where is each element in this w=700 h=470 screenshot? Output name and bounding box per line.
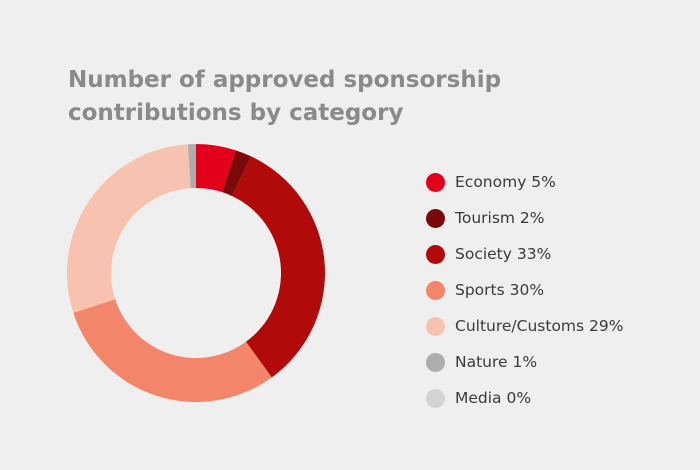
legend-item-nature: Nature 1% [426, 344, 623, 380]
legend-label-economy: Economy 5% [455, 173, 556, 191]
legend-swatch-economy [426, 172, 445, 192]
legend-swatch-sports [426, 280, 445, 300]
legend-label-media: Media 0% [455, 389, 532, 407]
legend-label-tourism: Tourism 2% [455, 209, 545, 227]
legend-item-society: Society 33% [426, 236, 623, 272]
legend-item-sports: Sports 30% [426, 272, 623, 308]
legend-label-sports: Sports 30% [455, 281, 545, 299]
legend-label-society: Society 33% [455, 245, 552, 263]
slice-culture-customs [67, 144, 191, 313]
legend-swatch-media [426, 388, 445, 408]
legend-swatch-nature [426, 352, 445, 372]
slice-sports [73, 299, 272, 402]
slice-society [232, 156, 325, 378]
legend-swatch-tourism [426, 208, 445, 228]
slice-economy [196, 144, 236, 193]
legend-label-culture-customs: Culture/Customs 29% [455, 317, 624, 335]
legend-item-media: Media 0% [426, 380, 623, 416]
legend-item-economy: Economy 5% [426, 164, 623, 200]
legend-swatch-society [426, 244, 445, 264]
legend-swatch-culture-customs [426, 316, 445, 336]
legend-label-nature: Nature 1% [455, 353, 538, 371]
slice-tourism [222, 150, 251, 197]
legend-item-tourism: Tourism 2% [426, 200, 623, 236]
chart-legend: Economy 5% Tourism 2% Society 33% Sports… [426, 164, 623, 416]
slice-nature [187, 144, 196, 189]
legend-item-culture-customs: Culture/Customs 29% [426, 308, 623, 344]
chart-title: Number of approved sponsorship contribut… [68, 67, 502, 126]
